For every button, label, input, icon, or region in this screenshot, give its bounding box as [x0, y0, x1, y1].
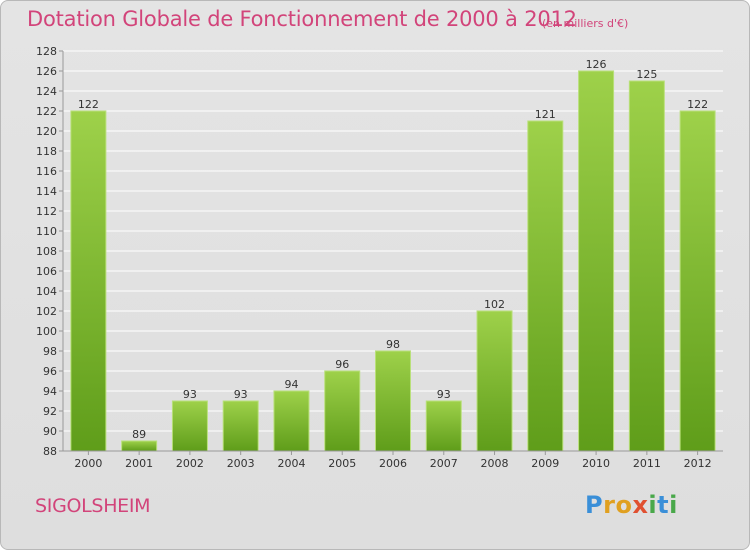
data-label: 98	[386, 338, 400, 351]
data-label: 102	[484, 298, 505, 311]
data-label: 126	[586, 58, 607, 71]
y-tick-label: 110	[36, 225, 57, 238]
chart-subtitle: (en milliers d'€)	[542, 17, 629, 30]
y-tick-label: 106	[36, 265, 57, 278]
y-tick-label: 120	[36, 125, 57, 138]
data-label: 122	[687, 98, 708, 111]
bar-2003	[222, 400, 259, 452]
x-tick-label: 2002	[176, 457, 204, 470]
bar-2006	[375, 350, 411, 452]
y-tick-label: 104	[36, 285, 57, 298]
y-tick-label: 100	[36, 325, 57, 338]
logo-letter: x	[632, 491, 649, 519]
x-tick-label: 2012	[684, 457, 712, 470]
data-label: 94	[284, 378, 298, 391]
data-label: 96	[335, 358, 349, 371]
logo-letter: o	[615, 491, 633, 519]
axes: 88 90 92 94 96 98 100 102 104 106 108 110 112 114 116 1…	[36, 45, 723, 470]
bar-2000	[70, 110, 107, 452]
y-tick-label: 96	[43, 365, 57, 378]
data-label: 93	[437, 388, 451, 401]
x-tick-label: 2008	[481, 457, 509, 470]
y-tick-label: 108	[36, 245, 57, 258]
x-tick-label: 2009	[531, 457, 559, 470]
y-tick-label: 94	[43, 385, 57, 398]
y-tick-label: 112	[36, 205, 57, 218]
y-tick-label: 116	[36, 165, 57, 178]
x-tick-label: 2007	[430, 457, 458, 470]
x-tick-label: 2005	[328, 457, 356, 470]
y-tick-label: 90	[43, 425, 57, 438]
y-tick-label: 102	[36, 305, 57, 318]
x-tick-label: 2010	[582, 457, 610, 470]
bar-2002	[171, 400, 208, 452]
bar-2010	[578, 70, 615, 452]
x-tick-label: 2003	[227, 457, 255, 470]
bar-2004	[273, 390, 310, 452]
bar-2001	[121, 440, 158, 452]
bar-2009	[527, 120, 564, 452]
data-label: 93	[183, 388, 197, 401]
data-label: 125	[636, 68, 657, 81]
data-label: 93	[234, 388, 248, 401]
data-label: 89	[132, 428, 146, 441]
y-tick-label: 122	[36, 105, 57, 118]
x-tick-label: 2004	[277, 457, 305, 470]
logo-letter: t	[657, 491, 670, 519]
data-label: 122	[78, 98, 99, 111]
logo-letter: r	[603, 491, 616, 519]
y-tick-label: 118	[36, 145, 57, 158]
bars: 122 89 93 93 94 96 98 93 102 121 126 125 122	[70, 58, 716, 452]
logo-letter: P	[585, 491, 604, 519]
bar-2011	[628, 80, 665, 452]
y-tick-label: 114	[36, 185, 57, 198]
bar-2005	[324, 370, 361, 452]
y-tick-label: 124	[36, 85, 57, 98]
y-tick-label: 88	[43, 445, 57, 458]
bar-2012	[679, 110, 716, 452]
bar-2007	[425, 400, 462, 452]
logo-letter: i	[648, 491, 658, 519]
y-tick-label: 92	[43, 405, 57, 418]
y-tick-label: 128	[36, 45, 57, 58]
bar-2008	[476, 310, 513, 452]
y-tick-label: 126	[36, 65, 57, 78]
y-tick-label: 98	[43, 345, 57, 358]
data-label: 121	[535, 108, 556, 121]
proxiti-logo: Proxiti	[585, 491, 678, 519]
x-tick-label: 2000	[74, 457, 102, 470]
town-name: SIGOLSHEIM	[35, 495, 151, 517]
logo-letter: i	[669, 491, 678, 519]
x-tick-label: 2006	[379, 457, 407, 470]
chart-title: Dotation Globale de Fonctionnement de 20…	[27, 7, 577, 31]
x-tick-label: 2001	[125, 457, 153, 470]
x-tick-label: 2011	[633, 457, 661, 470]
